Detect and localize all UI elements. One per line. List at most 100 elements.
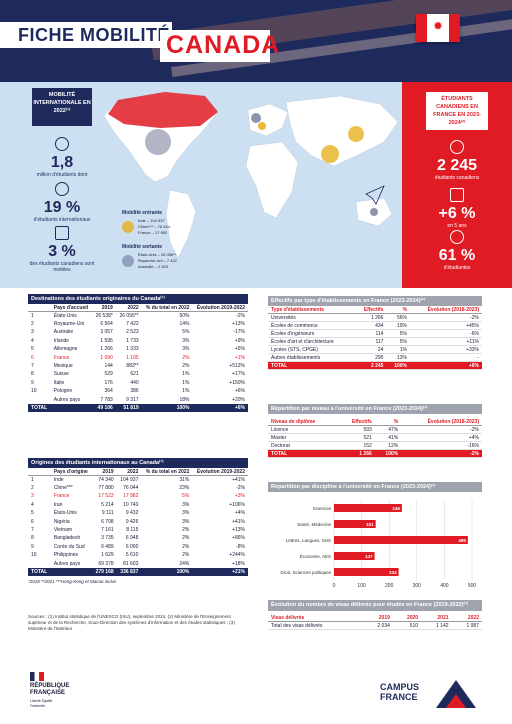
discipline-section: Répartition par discipline à l'universit… (268, 482, 482, 593)
table-cell: +86% (232, 535, 245, 542)
fiche-title-box: FICHE MOBILITÉ (0, 22, 172, 48)
table-cell: Universités (268, 313, 355, 322)
table-cell: 26 538* (95, 312, 113, 319)
data-label: 234 (389, 570, 397, 575)
column-header: 2022 (116, 468, 142, 476)
niveau-table: Niveau de diplôme Effectifs% Évolution (20… (268, 418, 482, 458)
table-cell: -2% (410, 313, 482, 322)
stat-value: 19 % (43, 199, 81, 216)
table-cell: 100% (141, 403, 193, 413)
x-tick-label: 500 (468, 583, 477, 588)
panel-title: ÉTUDIANTS CANADIENS EN FRANCE EN 2023-20… (426, 92, 488, 130)
data-label: 147 (365, 554, 373, 559)
europe-shape (247, 103, 289, 137)
table-cell: 883** (126, 363, 139, 370)
stat-mobile: 3 % des étudiants canadiens sont mobiles (22, 226, 102, 273)
table-cell: -8% (236, 543, 245, 550)
table-cell: 5% (182, 493, 190, 500)
table-cell: 81 603 (123, 560, 139, 567)
column-header: 2019 (362, 614, 393, 622)
table-row: 3 France 17 523 17 982 5% +3% (28, 492, 248, 500)
table-cell: 69 378 (98, 560, 114, 567)
table-cell: 2 (31, 321, 34, 328)
table-cell: 9 426 (125, 518, 139, 525)
column-header: Effectifs (338, 418, 375, 426)
rf-line1: RÉPUBLIQUE (30, 683, 70, 689)
table-cell: TOTAL (28, 403, 51, 413)
stat-value: 3 % (48, 243, 76, 260)
data-label: 151 (366, 522, 374, 527)
table-cell: +5% (234, 346, 245, 353)
stat-label: étudiants canadiens (434, 175, 480, 181)
stat-label: des étudiants canadiens sont mobiles (29, 261, 95, 273)
table-cell: 510 (392, 621, 422, 630)
asia-shape (285, 95, 399, 167)
table-row: 9 Italie 176 440 1% +150% (28, 379, 248, 387)
table-row: 5 Allemagne 1 266 1 333 3% +5% (28, 345, 248, 353)
visas-table: Visas délivrés 2019 2020 2021 2022 Total des … (268, 614, 482, 630)
table-cell: 14% (179, 321, 190, 328)
table-cell: 434 (354, 321, 387, 330)
table-cell: 18% (179, 396, 190, 403)
table-cell: Écoles de commerce (268, 321, 355, 330)
incoming-item: Chine*** – 76 044 (138, 224, 170, 229)
france-marker (258, 122, 266, 130)
column-header (28, 468, 51, 476)
column-header: 2020 (392, 614, 422, 622)
table-cell: 1 333 (126, 346, 139, 353)
table-cell: +18% (232, 560, 245, 567)
table-cell: 2 (31, 485, 34, 492)
table-cell: +3% (234, 493, 245, 500)
table-cell: 26 056** (119, 312, 139, 319)
column-header: Pays d'accueil (50, 304, 93, 312)
table-cell: 2% (182, 543, 190, 550)
table-cell: Australie (53, 329, 74, 336)
table-row: Autres pays 69 378 81 603 24% +18% (28, 559, 248, 567)
table-cell: - (410, 353, 482, 362)
table-cell: 1 266 (354, 313, 387, 322)
mobility-title: MOBILITÉ INTERNATIONALE EN 2022⁽¹⁾ (33, 92, 91, 114)
table-cell: Master (268, 433, 339, 442)
table-cell: 5% (386, 337, 411, 346)
table-cell: TOTAL (268, 449, 339, 458)
bar (334, 536, 468, 544)
total-row: TOTAL 279 168 336 837 100% +21% (28, 567, 248, 577)
column-header: Type d'établissements (268, 306, 355, 314)
total-row: TOTAL 1 266 100% -2% (268, 449, 482, 458)
table-cell: +13% (232, 321, 245, 328)
table-cell: 9 432 (125, 510, 139, 517)
map-legend: Mobilité entrante Inde – 104 937 Chine**… (122, 210, 177, 270)
table-cell: 77 880 (98, 485, 114, 492)
table-cell: +17% (232, 371, 245, 378)
table-cell: 17 523 (98, 493, 114, 500)
table-row: Doctorat 152 12% -16% (268, 441, 482, 450)
origins-section: Origines des étudiants internationaux au… (28, 458, 248, 584)
table-cell: 51 819 (115, 403, 142, 413)
table-cell: 100% (374, 449, 402, 458)
india-marker (321, 145, 339, 163)
usa-marker (145, 129, 171, 155)
table-cell: 364 (104, 388, 113, 395)
table-row: Écoles d'art et d'architecture 117 5% +11% (268, 337, 482, 346)
table-cell: +13% (232, 527, 245, 534)
table-cell: 5 (31, 510, 34, 517)
table-cell: +21% (192, 567, 248, 577)
table-cell: 1 090 (100, 354, 113, 361)
column-header: Évolution (2018-2023) (410, 306, 482, 314)
table-cell: 3% (182, 346, 190, 353)
table-row: 4 Irlande 1 595 1 733 3% +9% (28, 337, 248, 345)
table-cell: 19% (386, 321, 411, 330)
column-header: 2021 (421, 614, 452, 622)
table-cell: 6 948 (125, 535, 139, 542)
table-cell: Chine*** (53, 485, 73, 492)
table-row: 6 Nigéria 6 708 9 426 3% +41% (28, 517, 248, 525)
table-row: 5 États-Unis 9 111 9 432 3% +4% (28, 509, 248, 517)
canada-flag-icon: ✹ (416, 14, 460, 42)
fiche-title: FICHE MOBILITÉ (18, 25, 170, 45)
stat-value: 1,8 (50, 154, 74, 171)
table-cell: 529 (104, 371, 113, 378)
table-cell: Nigéria (53, 518, 70, 525)
table-row: 6 France 1 090 1 105 2% +1% (28, 353, 248, 361)
table-cell: 12% (374, 441, 402, 450)
column-header: 2022 (115, 304, 142, 312)
